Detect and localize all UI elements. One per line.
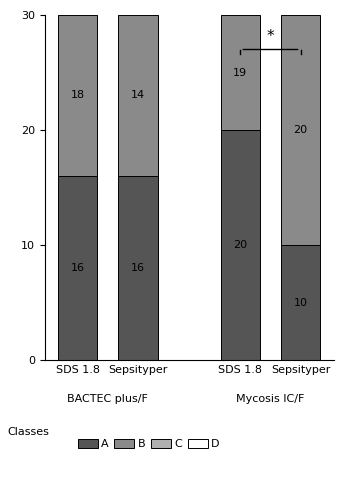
Bar bbox=[118, 176, 158, 360]
Bar bbox=[118, 15, 158, 176]
Text: 10: 10 bbox=[293, 298, 308, 308]
Bar bbox=[221, 130, 260, 360]
Text: 14: 14 bbox=[131, 90, 145, 101]
Text: Classes: Classes bbox=[7, 428, 49, 438]
Bar bbox=[58, 15, 97, 176]
Text: 16: 16 bbox=[131, 263, 145, 273]
Text: 20: 20 bbox=[293, 125, 308, 135]
Text: BACTEC plus/F: BACTEC plus/F bbox=[67, 394, 148, 404]
Text: *: * bbox=[267, 28, 274, 44]
Bar bbox=[281, 15, 320, 245]
Text: 20: 20 bbox=[233, 240, 247, 250]
Text: Mycosis IC/F: Mycosis IC/F bbox=[236, 394, 305, 404]
Text: 18: 18 bbox=[71, 90, 85, 101]
Legend: A, B, C, D: A, B, C, D bbox=[73, 434, 224, 454]
Text: 19: 19 bbox=[233, 68, 247, 78]
Bar bbox=[58, 176, 97, 360]
Bar bbox=[281, 245, 320, 360]
Text: 16: 16 bbox=[71, 263, 85, 273]
Bar bbox=[221, 15, 260, 130]
